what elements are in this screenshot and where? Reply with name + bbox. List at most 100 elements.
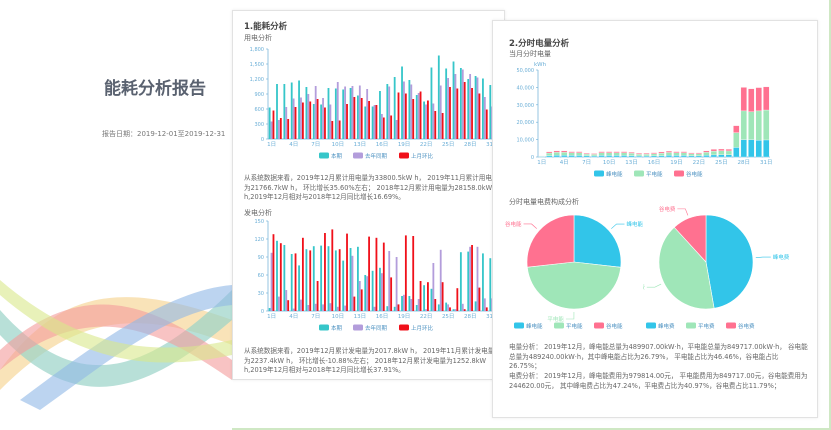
bar-segment bbox=[740, 87, 747, 112]
bar bbox=[324, 233, 326, 311]
report-title: 能耗分析报告 bbox=[104, 79, 206, 99]
bar-segment bbox=[635, 153, 643, 155]
bar bbox=[278, 120, 280, 139]
pie-label-line bbox=[565, 311, 575, 320]
bar-segment bbox=[763, 139, 770, 158]
bar bbox=[397, 304, 400, 311]
bar bbox=[314, 303, 317, 311]
bar-segment bbox=[658, 153, 665, 156]
bar bbox=[476, 246, 479, 311]
bar bbox=[382, 117, 385, 139]
bar bbox=[322, 98, 324, 139]
x-tick-label: 19日 bbox=[398, 313, 411, 320]
legend-label: 上月环比 bbox=[411, 152, 434, 160]
bar bbox=[489, 85, 492, 139]
bar-segment bbox=[546, 151, 553, 154]
bar bbox=[437, 304, 440, 311]
legend-label: 谷电能 bbox=[606, 322, 623, 330]
bar bbox=[430, 67, 433, 139]
bar bbox=[423, 285, 426, 311]
bar-segment bbox=[673, 151, 680, 153]
bar bbox=[393, 77, 396, 139]
y-tick-label: 150 bbox=[254, 219, 264, 225]
bar-segment bbox=[725, 149, 732, 152]
bar bbox=[469, 246, 472, 311]
pie-label: 谷电能 bbox=[505, 220, 522, 228]
bar bbox=[379, 267, 381, 311]
energy-analysis-page: 1.能耗分析 用电分析 0 300 600 900 1,200 1,500 1,800 1日 4… bbox=[232, 10, 505, 380]
bar bbox=[327, 246, 330, 311]
bar-segment bbox=[763, 86, 770, 111]
bar bbox=[425, 104, 427, 139]
pie-label: 峰电费 bbox=[773, 253, 790, 261]
bar bbox=[379, 91, 381, 139]
bar bbox=[334, 88, 337, 139]
bar bbox=[430, 288, 433, 311]
legend-label: 谷电能 bbox=[686, 170, 703, 178]
x-tick-label: 19日 bbox=[398, 141, 411, 148]
bar bbox=[366, 89, 369, 139]
legend-swatch bbox=[399, 152, 409, 159]
bar-segment bbox=[613, 155, 620, 158]
x-tick-label: 10日 bbox=[332, 141, 345, 148]
legend-swatch bbox=[514, 322, 524, 329]
bar bbox=[474, 301, 477, 311]
bar-segment bbox=[665, 150, 673, 153]
bar bbox=[489, 258, 492, 311]
bar bbox=[447, 304, 449, 311]
bar bbox=[272, 234, 275, 311]
pie-label-line bbox=[677, 208, 689, 216]
bar-segment bbox=[568, 155, 575, 158]
bar bbox=[478, 287, 481, 311]
bar bbox=[301, 237, 304, 311]
bar bbox=[417, 299, 420, 311]
bar bbox=[285, 107, 288, 139]
bar-segment bbox=[568, 151, 575, 153]
legend-swatch bbox=[353, 324, 363, 331]
cost-pie-chart: 峰电费平电费谷电费峰电费平电费谷电费 bbox=[643, 206, 790, 330]
bar-segment bbox=[628, 155, 635, 158]
bar bbox=[307, 94, 310, 139]
bar-segment bbox=[718, 148, 725, 151]
x-tick-label: 1日 bbox=[267, 313, 276, 320]
pie-slice bbox=[526, 214, 575, 268]
bar-segment bbox=[763, 109, 770, 141]
bar-segment bbox=[568, 152, 575, 156]
bar bbox=[375, 237, 378, 311]
bar bbox=[331, 121, 334, 139]
legend-label: 去年同期 bbox=[365, 152, 388, 160]
bar-segment bbox=[740, 139, 747, 158]
bar bbox=[427, 100, 429, 139]
bar-segment bbox=[643, 153, 650, 155]
bar-segment bbox=[546, 155, 553, 158]
bar-segment bbox=[620, 152, 628, 156]
bar bbox=[360, 98, 363, 139]
bar bbox=[459, 68, 462, 139]
bar bbox=[380, 114, 383, 139]
pie-label: 峰电能 bbox=[627, 220, 644, 228]
bar bbox=[366, 276, 369, 311]
bar bbox=[356, 246, 359, 311]
legend-label: 谷电费 bbox=[738, 322, 755, 330]
cover-page: 能耗分析报告 报告日期：2019-12-01至2019-12-31 bbox=[0, 0, 232, 430]
x-tick-label: 4日 bbox=[289, 141, 298, 148]
bar bbox=[338, 249, 341, 311]
bar bbox=[342, 89, 345, 139]
bar-segment bbox=[710, 150, 717, 156]
legend-swatch bbox=[319, 324, 329, 331]
bar bbox=[270, 252, 273, 311]
x-tick-label: 13日 bbox=[625, 159, 638, 166]
bar bbox=[316, 281, 319, 311]
bar-segment bbox=[553, 150, 560, 153]
generation-bar-chart: 0 30 60 90 120 150 1日 4日 7日 10日 13日 16日 19日 22日 25日 28日… bbox=[254, 219, 498, 332]
bar-segment bbox=[643, 154, 650, 157]
bar-segment bbox=[591, 155, 598, 158]
bar bbox=[425, 309, 427, 311]
bar bbox=[268, 308, 271, 311]
bar-segment bbox=[710, 154, 717, 158]
bar-segment bbox=[695, 152, 702, 154]
x-tick-label: 10日 bbox=[603, 159, 616, 166]
bar-segment bbox=[748, 139, 755, 158]
bar bbox=[403, 294, 405, 311]
bar-segment bbox=[688, 152, 695, 154]
